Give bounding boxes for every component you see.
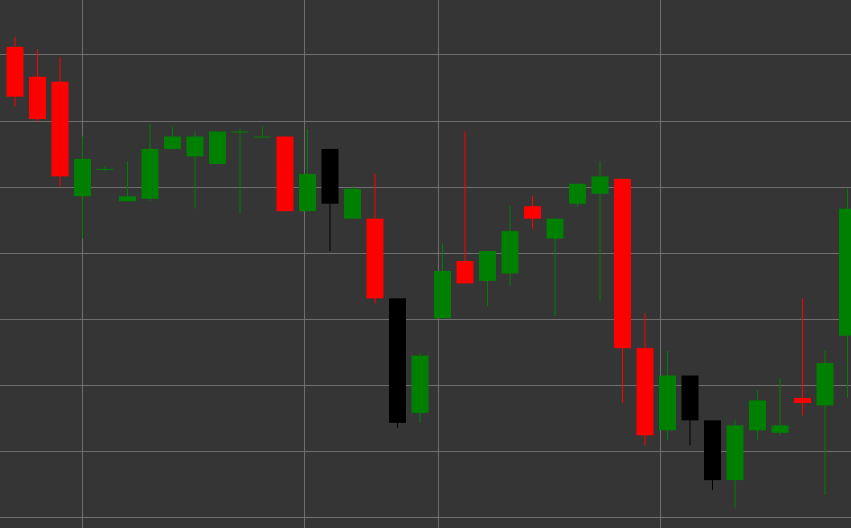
candle-body (704, 420, 721, 481)
candle (546, 218, 564, 316)
candle-body (29, 76, 46, 120)
candle (839, 188, 851, 398)
candle (704, 420, 721, 491)
candle (366, 173, 384, 304)
candle (434, 243, 451, 319)
candle-body (479, 251, 496, 281)
candle-body (816, 363, 834, 406)
candle-body (119, 196, 136, 202)
candle-body (569, 183, 586, 204)
candle (456, 131, 474, 284)
candle-body (546, 218, 564, 239)
candle-body (681, 375, 699, 421)
candle-body (231, 131, 249, 133)
candle (321, 148, 339, 252)
candle (231, 129, 249, 214)
candle (794, 298, 811, 416)
candle (569, 183, 586, 207)
candle (591, 161, 609, 301)
candle (141, 124, 159, 202)
candle-body (591, 176, 609, 194)
candle-body (636, 348, 654, 436)
candle (74, 136, 91, 239)
candle (164, 126, 181, 149)
candle (636, 313, 654, 446)
candle-body (411, 355, 429, 413)
candle (659, 350, 676, 441)
candle (411, 353, 429, 423)
candle (186, 131, 204, 209)
candle (299, 129, 316, 212)
candle (501, 206, 519, 286)
candle (344, 186, 361, 219)
candle-body (299, 173, 316, 212)
candle-body (434, 270, 451, 319)
candle (524, 196, 541, 229)
candle-body (524, 206, 541, 219)
candle-body (726, 425, 744, 481)
candle (614, 178, 631, 403)
candle (209, 131, 226, 164)
candle-body (456, 261, 474, 284)
candle-body (164, 136, 181, 149)
candle (6, 36, 24, 107)
candle-body (276, 136, 294, 212)
candle-body (209, 131, 226, 164)
candle-body (321, 148, 339, 204)
candle (51, 56, 69, 187)
candle-body (771, 425, 789, 433)
candle-body (614, 178, 631, 349)
candle (749, 390, 766, 441)
candle-body (344, 188, 361, 219)
candle (254, 126, 271, 138)
candle-body (96, 168, 114, 170)
candle-body (51, 81, 69, 177)
candle-body (254, 136, 271, 138)
candle-body (6, 46, 24, 97)
candle-body (366, 218, 384, 299)
candle (726, 420, 744, 508)
candle (681, 375, 699, 446)
candle-body (74, 158, 91, 197)
candle (119, 161, 136, 202)
candle-body (794, 397, 811, 403)
candle-body (749, 400, 766, 431)
candle (479, 251, 496, 306)
candle (389, 298, 406, 428)
candle (816, 350, 834, 496)
candle-body (389, 298, 406, 423)
candle (96, 166, 114, 172)
candle-body (659, 375, 676, 431)
candle-body (141, 148, 159, 199)
candles (6, 36, 851, 508)
candle (29, 49, 46, 122)
candle-body (839, 208, 851, 336)
candle (276, 136, 294, 212)
candle-body (186, 136, 204, 157)
candle-body (501, 231, 519, 274)
candle (771, 378, 789, 436)
